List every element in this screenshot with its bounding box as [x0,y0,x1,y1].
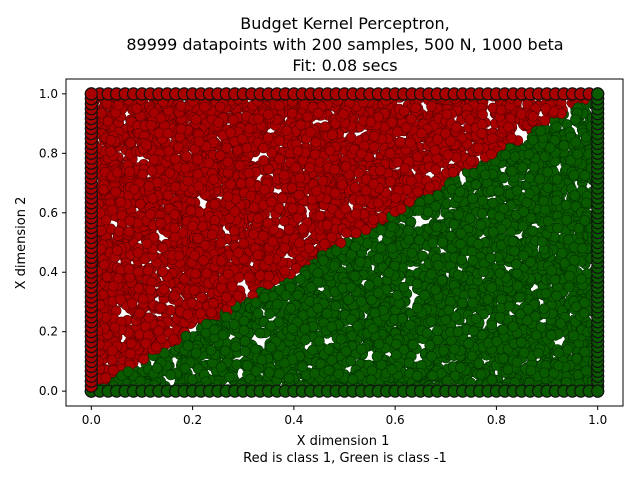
point-class-neg1 [581,197,592,209]
point-class-1 [192,154,204,165]
point-class-1 [106,204,118,216]
point-class-neg1 [224,371,235,383]
point-class-neg1 [219,345,231,357]
plot-area [84,87,605,398]
point-class-neg1 [570,136,582,148]
point-class-1 [279,242,291,254]
point-class-neg1 [467,193,478,204]
chart-title-line-2: 89999 datapoints with 200 samples, 500 N… [126,35,563,54]
data-points [84,87,605,398]
point-class-1 [98,184,109,195]
point-class-1 [135,198,146,210]
chart-title-line-1: Budget Kernel Perceptron, [240,14,449,33]
point-class-neg1 [524,172,535,184]
point-class-neg1 [502,364,514,376]
point-class-1 [263,163,274,175]
point-class-neg1 [373,253,385,264]
point-class-neg1 [551,121,562,133]
point-class-neg1 [239,346,251,357]
point-class-neg1 [498,172,509,184]
point-class-1 [319,121,331,132]
point-class-neg1 [411,278,423,290]
point-class-neg1 [205,344,217,356]
point-class-neg1 [540,288,552,300]
point-class-neg1 [165,369,177,381]
point-class-1 [168,334,179,345]
point-class-1 [102,116,114,127]
chart-title-line-3: Fit: 0.08 secs [292,56,397,75]
point-class-neg1 [426,350,437,362]
point-class-1 [345,132,357,143]
point-class-neg1 [464,213,476,224]
point-class-neg1 [556,247,568,259]
point-class-1 [106,354,118,366]
point-class-1 [138,353,149,365]
point-class-neg1 [436,274,448,286]
